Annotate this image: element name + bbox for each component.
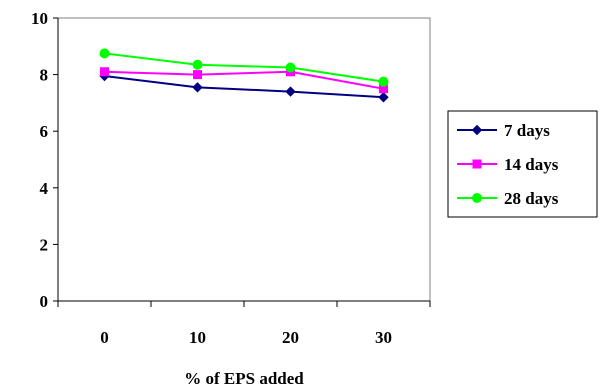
series-line (104, 52, 384, 83)
legend-item-3: 28 days (457, 189, 559, 208)
legend-label: 7 days (504, 121, 550, 140)
data-point (193, 70, 202, 80)
series-1 (99, 70, 389, 103)
legend-swatch-marker (472, 193, 482, 203)
x-tick-label: 30 (375, 328, 392, 347)
legend-label: 14 days (504, 155, 559, 174)
legend-swatch-marker (472, 159, 482, 169)
data-point (285, 86, 296, 97)
y-tick-label: 6 (40, 122, 49, 141)
x-tick-label: 20 (282, 328, 299, 347)
x-tick-label: 10 (189, 328, 206, 347)
y-tick-label: 2 (40, 235, 49, 254)
data-point (192, 59, 203, 70)
series-layer (99, 48, 389, 103)
y-tick-label: 8 (40, 66, 49, 85)
legend: 7 days 14 days 28 days (447, 110, 598, 218)
series-3 (99, 48, 389, 87)
y-tick-label: 10 (31, 9, 48, 28)
data-point (99, 48, 110, 59)
data-point (100, 67, 109, 77)
legend-item-1: 7 days (457, 121, 550, 140)
y-axis-ticks: 0 2 4 6 8 10 (31, 9, 58, 311)
legend-item-2: 14 days (457, 155, 559, 174)
x-tick-label: 0 (100, 328, 109, 347)
y-tick-label: 4 (40, 179, 49, 198)
y-tick-label: 0 (40, 292, 49, 311)
data-point (285, 62, 296, 73)
legend-label: 28 days (504, 189, 559, 208)
data-point (378, 92, 389, 103)
plot-area (57, 17, 431, 302)
series-line (104, 70, 384, 90)
series-line (104, 75, 384, 99)
legend-swatch-marker (471, 124, 483, 136)
data-point (192, 82, 203, 93)
x-axis-ticks: 0 10 20 30 (57, 301, 431, 347)
x-axis-label: % of EPS added (184, 369, 304, 388)
data-point (378, 76, 389, 87)
